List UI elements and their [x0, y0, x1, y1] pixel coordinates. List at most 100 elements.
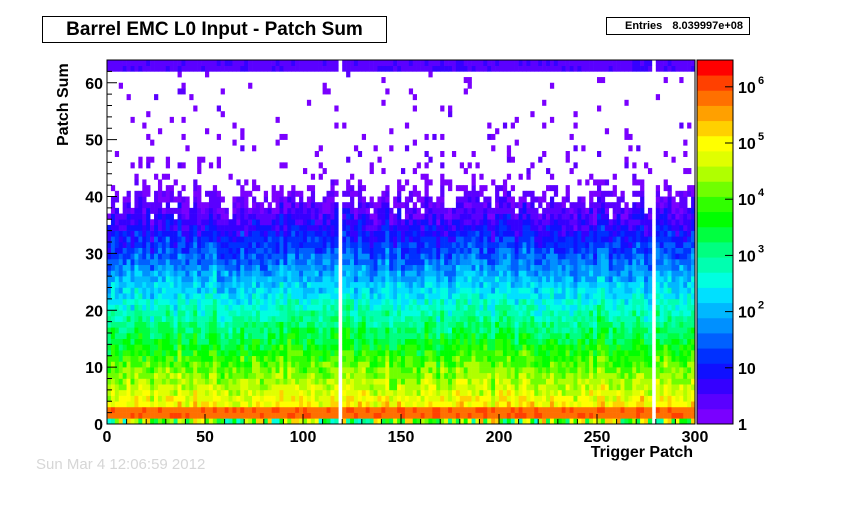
heatmap-cell — [267, 367, 272, 374]
heatmap-cell — [444, 304, 449, 311]
heatmap-cell — [197, 355, 202, 362]
heatmap-cell — [381, 389, 386, 396]
heatmap-cell — [110, 401, 116, 408]
heatmap-cell — [471, 179, 476, 186]
heatmap-cell — [412, 293, 417, 300]
heatmap-cell — [193, 327, 198, 334]
heatmap-cell — [306, 406, 312, 413]
heatmap-cell — [205, 247, 210, 254]
heatmap-cell — [471, 247, 476, 254]
heatmap-cell — [244, 264, 249, 271]
heatmap-cell — [150, 350, 155, 357]
heatmap-cell — [126, 190, 131, 197]
heatmap-cell — [463, 372, 468, 379]
heatmap-cell — [173, 327, 178, 334]
heatmap-cell — [326, 395, 331, 402]
heatmap-cell — [514, 236, 519, 243]
heatmap-cell — [397, 378, 402, 385]
heatmap-cell — [518, 253, 523, 260]
heatmap-cell — [165, 310, 171, 317]
heatmap-cell — [193, 185, 198, 192]
heatmap-cell — [295, 395, 300, 402]
heatmap-cell — [428, 293, 433, 300]
heatmap-cell — [397, 304, 402, 311]
heatmap-cell — [114, 60, 120, 66]
heatmap-cell — [185, 253, 190, 260]
heatmap-cell — [444, 401, 449, 408]
heatmap-cell — [263, 372, 269, 379]
heatmap-cell — [142, 179, 147, 186]
heatmap-cell — [220, 350, 225, 357]
heatmap-cell — [208, 350, 214, 357]
heatmap-cell — [463, 253, 468, 260]
heatmap-cell — [389, 264, 394, 271]
heatmap-cell — [393, 236, 398, 243]
heatmap-cell — [291, 304, 296, 311]
heatmap-cell — [506, 196, 512, 203]
heatmap-cell — [487, 287, 492, 294]
heatmap-cell — [502, 179, 508, 186]
heatmap-cell — [342, 355, 347, 362]
heatmap-cell — [185, 350, 190, 357]
heatmap-cell — [157, 242, 163, 248]
heatmap-cell — [271, 361, 276, 368]
heatmap-cell — [232, 344, 237, 351]
heatmap-cell — [177, 389, 182, 396]
heatmap-cell — [150, 207, 155, 214]
heatmap-cell — [107, 298, 112, 305]
heatmap-cell — [197, 156, 202, 163]
heatmap-cell — [416, 350, 421, 357]
heatmap-cell — [369, 315, 374, 322]
heatmap-cell — [216, 395, 221, 402]
heatmap-cell — [369, 355, 374, 362]
heatmap-cell — [248, 259, 253, 266]
heatmap-cell — [514, 327, 519, 334]
heatmap-cell — [346, 247, 351, 254]
heatmap-cell — [401, 333, 406, 339]
heatmap-cell — [252, 378, 257, 385]
heatmap-cell — [310, 401, 316, 408]
heatmap-cell — [154, 60, 159, 66]
heatmap-cell — [538, 338, 543, 345]
heatmap-cell — [240, 276, 245, 283]
heatmap-cell — [291, 384, 296, 391]
heatmap-cell — [369, 224, 374, 231]
heatmap-cell — [495, 65, 500, 72]
heatmap-cell — [416, 259, 421, 266]
heatmap-cell — [295, 406, 300, 413]
heatmap-cell — [122, 344, 127, 351]
heatmap-cell — [177, 276, 182, 283]
heatmap-cell — [228, 173, 233, 180]
heatmap-cell — [165, 281, 171, 288]
heatmap-cell — [553, 293, 559, 300]
heatmap-cell — [549, 230, 555, 237]
heatmap-cell — [451, 253, 457, 260]
heatmap-cell — [436, 276, 441, 283]
heatmap-cell — [346, 350, 351, 357]
heatmap-cell — [444, 219, 449, 226]
heatmap-cell — [404, 202, 410, 209]
heatmap-cell — [491, 372, 496, 379]
heatmap-cell — [361, 344, 367, 351]
heatmap-cell — [318, 247, 323, 254]
heatmap-cell — [542, 242, 547, 248]
heatmap-cell — [173, 281, 178, 288]
heatmap-cell — [546, 202, 551, 209]
heatmap-cell — [259, 264, 265, 271]
heatmap-cell — [154, 247, 159, 254]
heatmap-cell — [412, 333, 417, 339]
heatmap-cell — [416, 315, 421, 322]
heatmap-cell — [118, 224, 123, 231]
heatmap-cell — [416, 401, 421, 408]
heatmap-cell — [314, 355, 319, 362]
heatmap-cell — [389, 270, 394, 277]
heatmap-cell — [130, 116, 135, 123]
heatmap-cell — [110, 65, 116, 72]
heatmap-cell — [193, 298, 198, 305]
heatmap-cell — [216, 412, 221, 419]
heatmap-cell — [334, 310, 339, 317]
heatmap-cell — [401, 327, 406, 334]
heatmap-cell — [310, 185, 316, 192]
heatmap-cell — [232, 236, 237, 243]
heatmap-cell — [134, 213, 139, 220]
